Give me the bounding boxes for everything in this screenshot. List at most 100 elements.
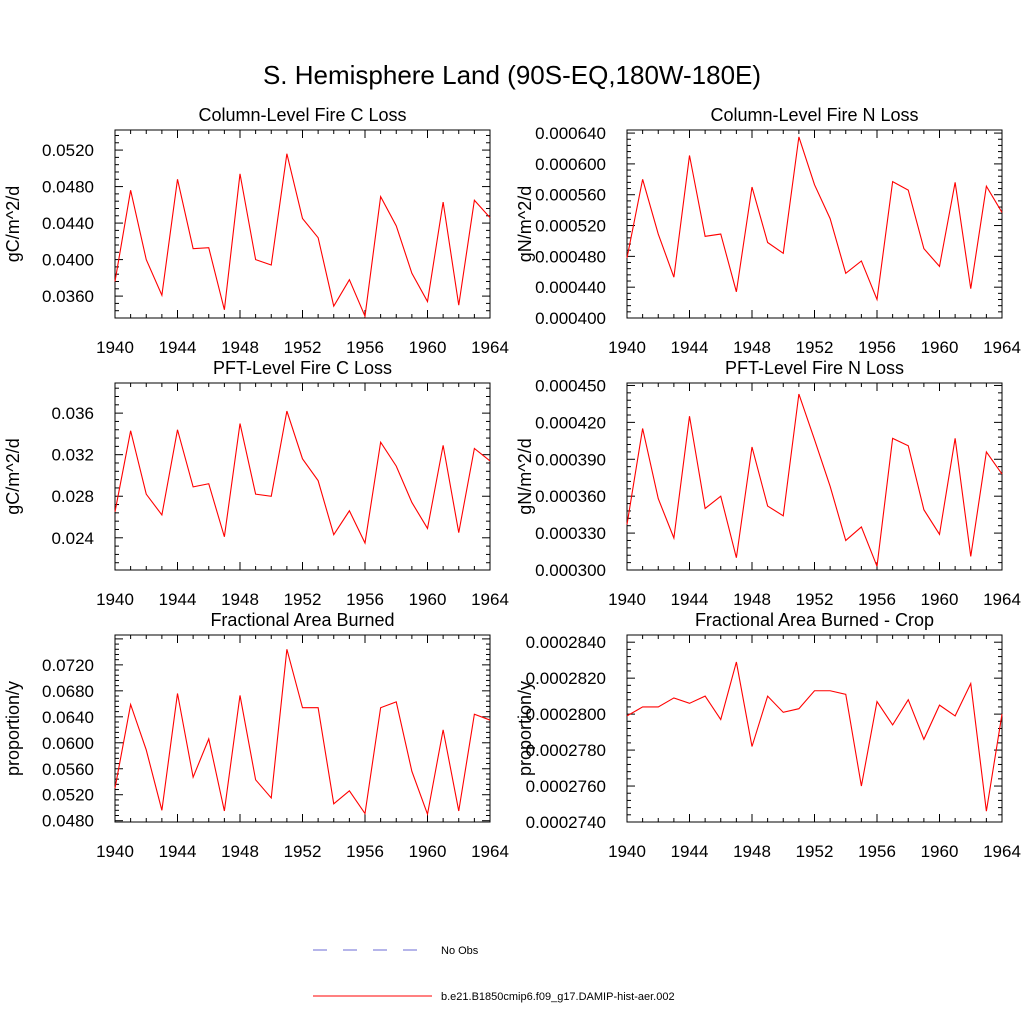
y-tick-label: 0.032: [51, 446, 94, 465]
x-tick-label: 1944: [159, 842, 197, 861]
chart-panels: Column-Level Fire C Loss gC/m^2/d 1940 1944…: [3, 105, 1021, 861]
chart-panel: Column-Level Fire N Loss gN/m^2/d 1940 1944…: [515, 105, 1021, 357]
x-tick-label: 1964: [983, 338, 1021, 357]
x-tick-label: 1940: [96, 590, 134, 609]
chart-panel: PFT-Level Fire N Loss gN/m^2/d 1940 1944 194…: [515, 358, 1021, 609]
x-tick-label: 1948: [733, 842, 771, 861]
chart-panel: Column-Level Fire C Loss gC/m^2/d 1940 1944…: [3, 105, 509, 357]
x-tick-label: 1964: [471, 842, 509, 861]
legend: No Obs b.e21.B1850cmip6.f09_g17.DAMIP-hi…: [313, 945, 675, 1003]
y-tick-label: 0.0360: [42, 287, 94, 306]
x-tick-label: 1960: [409, 842, 447, 861]
x-tick-label: 1948: [733, 590, 771, 609]
x-tick-label: 1964: [471, 338, 509, 357]
panel-title: Column-Level Fire N Loss: [710, 105, 918, 125]
plot-frame: [114, 634, 491, 823]
x-tick-label: 1952: [284, 338, 322, 357]
panel-title: PFT-Level Fire C Loss: [213, 358, 392, 378]
x-tick-label: 1948: [733, 338, 771, 357]
y-axis-label: proportion/y: [3, 681, 23, 776]
x-tick-label: 1952: [796, 842, 834, 861]
y-tick-label: 0.000360: [535, 487, 606, 506]
y-tick-label: 0.0560: [42, 760, 94, 779]
x-tick-label: 1944: [159, 590, 197, 609]
y-tick-label: 0.000480: [535, 247, 606, 266]
series-line: [626, 661, 1003, 812]
plot-frame: [114, 382, 491, 571]
y-tick-label: 0.000390: [535, 450, 606, 469]
y-tick-label: 0.0680: [42, 682, 94, 701]
x-tick-label: 1940: [608, 590, 646, 609]
legend-label-no-obs: No Obs: [441, 945, 479, 957]
series-line: [626, 393, 1003, 567]
y-tick-label: 0.0002740: [526, 813, 606, 832]
x-tick-label: 1960: [409, 338, 447, 357]
y-axis-label: gN/m^2/d: [515, 438, 535, 514]
series-line: [114, 153, 491, 319]
panel-title: PFT-Level Fire N Loss: [725, 358, 904, 378]
y-tick-label: 0.000300: [535, 561, 606, 580]
y-tick-label: 0.024: [51, 529, 94, 548]
y-tick-label: 0.0002760: [526, 777, 606, 796]
y-tick-label: 0.0520: [42, 786, 94, 805]
x-tick-label: 1952: [284, 590, 322, 609]
x-tick-label: 1952: [284, 842, 322, 861]
y-tick-label: 0.000640: [535, 124, 606, 143]
x-tick-label: 1944: [159, 338, 197, 357]
chart-panel: PFT-Level Fire C Loss gC/m^2/d 1940 1944 194…: [3, 358, 509, 609]
x-tick-label: 1964: [983, 842, 1021, 861]
figure-title: S. Hemisphere Land (90S-EQ,180W-180E): [263, 60, 761, 90]
panel-title: Fractional Area Burned: [210, 610, 394, 630]
y-tick-label: 0.0002780: [526, 741, 606, 760]
y-tick-label: 0.0440: [42, 214, 94, 233]
y-tick-label: 0.036: [51, 404, 94, 423]
plot-frame: [626, 634, 1003, 823]
y-tick-label: 0.028: [51, 487, 94, 506]
x-tick-label: 1940: [608, 842, 646, 861]
x-tick-label: 1960: [921, 590, 959, 609]
y-tick-label: 0.000520: [535, 217, 606, 236]
y-tick-label: 0.000400: [535, 309, 606, 328]
x-tick-label: 1952: [796, 590, 834, 609]
series-line: [626, 136, 1003, 302]
x-tick-label: 1964: [471, 590, 509, 609]
x-tick-label: 1960: [921, 338, 959, 357]
x-tick-label: 1940: [96, 338, 134, 357]
x-tick-label: 1940: [96, 842, 134, 861]
x-tick-label: 1956: [346, 590, 384, 609]
x-tick-label: 1948: [221, 842, 259, 861]
x-tick-label: 1960: [409, 590, 447, 609]
x-tick-label: 1956: [346, 842, 384, 861]
y-tick-label: 0.0520: [42, 141, 94, 160]
y-tick-label: 0.0002820: [526, 669, 606, 688]
y-tick-label: 0.000420: [535, 413, 606, 432]
series-line: [114, 649, 491, 817]
x-tick-label: 1944: [671, 842, 709, 861]
x-tick-label: 1948: [221, 590, 259, 609]
x-tick-label: 1956: [858, 590, 896, 609]
x-tick-label: 1956: [346, 338, 384, 357]
plot-frame: [626, 129, 1003, 319]
chart-panel: Fractional Area Burned proportion/y 1940 19…: [3, 610, 509, 861]
y-axis-label: gC/m^2/d: [3, 438, 23, 514]
panel-title: Fractional Area Burned - Crop: [695, 610, 934, 630]
x-tick-label: 1964: [983, 590, 1021, 609]
x-tick-label: 1956: [858, 338, 896, 357]
y-tick-label: 0.0640: [42, 708, 94, 727]
y-tick-label: 0.000450: [535, 376, 606, 395]
x-tick-label: 1940: [608, 338, 646, 357]
y-tick-label: 0.0002800: [526, 705, 606, 724]
y-tick-label: 0.0480: [42, 812, 94, 831]
y-tick-label: 0.0720: [42, 656, 94, 675]
y-axis-label: proportion/y: [515, 681, 535, 776]
x-tick-label: 1944: [671, 590, 709, 609]
y-tick-label: 0.000330: [535, 524, 606, 543]
y-axis-label: gC/m^2/d: [3, 186, 23, 262]
x-tick-label: 1944: [671, 338, 709, 357]
legend-label-model: b.e21.B1850cmip6.f09_g17.DAMIP-hist-aer.…: [441, 991, 675, 1003]
chart-panel: Fractional Area Burned - Crop proportion/…: [515, 610, 1021, 861]
x-tick-label: 1948: [221, 338, 259, 357]
x-tick-label: 1952: [796, 338, 834, 357]
y-tick-label: 0.000440: [535, 278, 606, 297]
